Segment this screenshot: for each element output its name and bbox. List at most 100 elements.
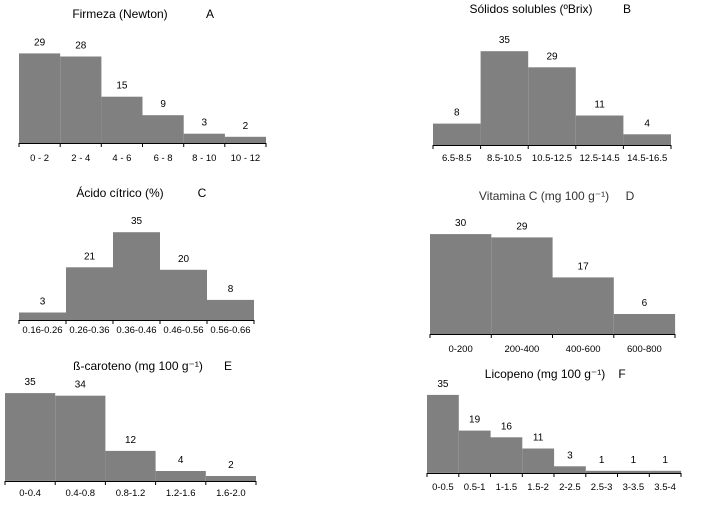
bar [224, 136, 266, 143]
data-label: 29 [546, 51, 558, 62]
bar [575, 115, 624, 145]
tick-label: 0.5-1 [464, 482, 486, 493]
tick-label: 3-3.5 [623, 482, 645, 493]
bar [458, 430, 491, 473]
data-label: 2 [228, 460, 234, 471]
data-label: 3 [567, 450, 573, 461]
tick-label: 0.36-0.46 [116, 325, 156, 336]
bar [183, 133, 225, 143]
tick-label: 200-400 [504, 344, 539, 355]
data-label: 35 [25, 377, 37, 388]
bar [552, 277, 614, 334]
bar [649, 470, 682, 473]
bar [480, 51, 529, 146]
chart-title: Sólidos solubles (ºBrix) [469, 2, 592, 16]
tick-label: 0.4-0.8 [66, 488, 96, 499]
data-label: 2 [243, 121, 249, 132]
tick-label: 10.5-12.5 [532, 153, 572, 164]
tick-label: 1.5-2 [527, 482, 549, 493]
tick-label: 0-0.5 [432, 482, 454, 493]
bar [623, 134, 671, 145]
bar [160, 269, 207, 320]
bar [5, 393, 56, 481]
bar [554, 466, 586, 473]
tick-label: 0-0.4 [19, 488, 41, 499]
tick-label: 0.8-1.2 [116, 488, 146, 499]
chart-title: Vitamina C (mg 100 g⁻¹) [479, 189, 609, 203]
tick-label: 400-600 [566, 344, 601, 355]
bar [113, 232, 160, 320]
data-label: 29 [34, 37, 46, 48]
tick-label: 0.46-0.56 [163, 325, 203, 336]
bar [101, 96, 143, 143]
bar [19, 53, 61, 143]
tick-label: 600-800 [627, 344, 662, 355]
bar [105, 450, 156, 481]
bar [585, 470, 618, 473]
data-label: 11 [594, 100, 605, 111]
tick-label: 0.26-0.36 [69, 325, 109, 336]
tick-label: 0.56-0.66 [210, 325, 250, 336]
data-label: 11 [533, 433, 544, 444]
bar [19, 312, 66, 320]
panel-letter: A [206, 7, 214, 21]
tick-label: 1.2-1.6 [166, 488, 196, 499]
data-label: 4 [644, 118, 650, 129]
bar [60, 56, 102, 143]
bar [430, 234, 492, 334]
data-label: 15 [116, 81, 128, 92]
chart-title: Ácido cítrico (%) [76, 185, 163, 200]
tick-label: 6 - 8 [154, 153, 173, 164]
data-label: 19 [469, 415, 481, 426]
data-label: 28 [75, 41, 87, 52]
data-label: 30 [455, 218, 467, 229]
bar [617, 470, 650, 473]
data-label: 8 [454, 108, 460, 119]
tick-label: 2 - 4 [71, 153, 90, 164]
bar [55, 395, 106, 481]
tick-label: 3.5-4 [654, 482, 676, 493]
data-label: 35 [499, 35, 511, 46]
data-label: 4 [178, 455, 184, 466]
panel-letter: E [224, 359, 232, 373]
tick-label: 0.16-0.26 [22, 325, 62, 336]
data-label: 3 [202, 118, 208, 129]
panel-letter: F [618, 367, 625, 381]
data-label: 3 [40, 297, 46, 308]
tick-label: 4 - 6 [112, 153, 131, 164]
chart-title: ß-caroteno (mg 100 g⁻¹) [73, 359, 203, 373]
panel-letter: C [198, 186, 207, 200]
tick-label: 8.5-10.5 [487, 153, 522, 164]
tick-label: 0 - 2 [30, 153, 49, 164]
data-label: 35 [437, 379, 449, 390]
tick-label: 0-200 [448, 344, 472, 355]
data-label: 9 [160, 99, 166, 110]
data-label: 6 [642, 298, 648, 309]
data-label: 35 [131, 216, 143, 227]
bar [205, 476, 256, 481]
chart-title: Licopeno (mg 100 g⁻¹) [485, 367, 605, 381]
bar [66, 267, 113, 320]
tick-label: 1.6-2.0 [216, 488, 246, 499]
data-label: 21 [84, 251, 96, 262]
panel-vitamina-c: Vitamina C (mg 100 g⁻¹) D 30 0-200 29 200-4… [429, 189, 676, 355]
tick-label: 14.5-16.5 [627, 153, 667, 164]
tick-label: 10 - 12 [231, 153, 261, 164]
panel-solidos-solubles: Sólidos solubles (ºBrix) B 8 6.5-8.5 35 8.5… [432, 2, 672, 164]
data-label: 34 [75, 380, 87, 391]
tick-label: 2-2.5 [559, 482, 581, 493]
data-label: 1 [662, 455, 668, 466]
data-label: 16 [501, 421, 513, 432]
tick-label: 8 - 10 [192, 153, 216, 164]
bar [142, 115, 184, 143]
data-label: 12 [125, 435, 137, 446]
bar [613, 314, 676, 334]
chart-title: Firmeza (Newton) [72, 7, 167, 21]
bar [427, 394, 459, 473]
bar [433, 123, 481, 145]
data-label: 8 [228, 284, 234, 295]
data-label: 20 [178, 254, 190, 265]
tick-label: 2.5-3 [591, 482, 613, 493]
